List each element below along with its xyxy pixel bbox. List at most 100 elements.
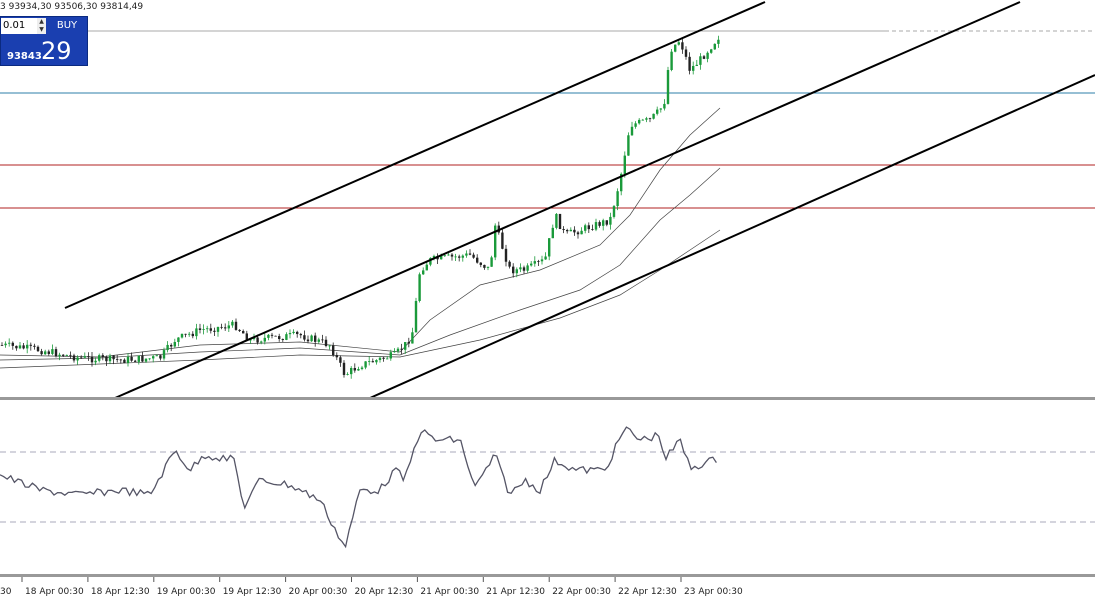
lot-spinner[interactable]: ▲ ▼ (37, 18, 46, 34)
candle-body (674, 44, 677, 52)
candle-body (378, 357, 382, 361)
candle-body (0, 345, 4, 346)
candle-body (177, 337, 180, 342)
candle-body (609, 216, 612, 225)
candle-body (324, 339, 328, 346)
candle-body (303, 335, 306, 340)
candle-body (263, 337, 266, 342)
candle-body (382, 357, 385, 359)
candle-body (314, 335, 317, 342)
candle-body (400, 348, 403, 350)
channel-line (369, 74, 1095, 399)
candle-body (90, 356, 94, 363)
candle-body (634, 123, 637, 127)
candle-body (148, 358, 151, 360)
candle-body (267, 334, 270, 338)
candle-body (72, 355, 76, 361)
x-tick-label: 21 Apr 00:30 (420, 587, 479, 597)
candle-body (598, 222, 601, 226)
candle-body (119, 359, 122, 361)
candle-body (666, 70, 670, 104)
candle-body (51, 349, 54, 354)
candle-body (695, 64, 698, 66)
candle-body (195, 328, 198, 337)
candle-body (555, 213, 558, 228)
candle-body (306, 339, 310, 342)
candle-body (656, 109, 659, 114)
candle-body (368, 361, 371, 362)
candle-body (627, 135, 630, 156)
candle-body (62, 354, 65, 356)
candle-body (393, 351, 396, 353)
candle-body (717, 39, 720, 44)
candle-body (414, 300, 418, 333)
candle-body (576, 232, 580, 235)
candle-body (562, 228, 565, 231)
candle-body (540, 259, 544, 262)
candle-body (659, 108, 662, 110)
candle-body (699, 56, 702, 65)
candle-body (458, 256, 461, 258)
candle-body (166, 344, 169, 351)
candle-body (602, 220, 605, 226)
candle-body (425, 264, 428, 271)
candle-body (188, 333, 191, 335)
separator (0, 574, 1095, 577)
moving-average (0, 107, 721, 358)
candle-body (573, 229, 576, 233)
candle-body (65, 354, 68, 356)
candle-body (274, 335, 277, 337)
candle-body (501, 232, 504, 249)
candle-body (476, 257, 479, 263)
candle-body (288, 333, 292, 335)
candle-body (645, 118, 648, 120)
candle-body (202, 329, 205, 330)
candle-body (663, 103, 666, 109)
candle-body (407, 342, 410, 344)
candle-body (69, 354, 72, 356)
candle-body (371, 361, 374, 363)
candle-body (648, 118, 652, 120)
price-main: 93843 (7, 51, 42, 62)
candle-body (490, 257, 493, 267)
candle-body (710, 49, 713, 53)
x-tick-label: 23 Apr 00:30 (684, 587, 743, 597)
candle-body (558, 213, 562, 229)
x-tick-label: 18 Apr 00:30 (25, 587, 84, 597)
rsi-line (0, 426, 717, 549)
candle-body (670, 51, 673, 71)
lot-input[interactable]: 0.01 (1, 18, 37, 34)
candle-body (180, 333, 184, 338)
candle-body (216, 326, 220, 332)
candle-body (544, 256, 547, 260)
candle-body (706, 52, 709, 59)
candle-body (285, 334, 288, 340)
candle-body (231, 321, 234, 326)
candle-body (101, 355, 104, 357)
candle-body (468, 253, 472, 255)
buy-button[interactable]: BUY (56, 20, 78, 31)
x-tick-label: 19 Apr 12:30 (223, 587, 282, 597)
x-tick-label: 18 Apr 12:30 (91, 587, 150, 597)
candle-body (677, 42, 680, 45)
candle-body (260, 341, 263, 343)
candle-body (105, 356, 108, 362)
candle-body (342, 362, 346, 375)
candle-body (443, 255, 446, 257)
candle-body (494, 225, 497, 258)
candle-body (623, 155, 626, 174)
candle-body (450, 254, 454, 257)
candle-body (389, 352, 392, 359)
candle-body (29, 344, 32, 346)
candle-body (461, 255, 464, 258)
candle-body (512, 266, 515, 274)
candle-body (353, 367, 356, 371)
candle-body (40, 351, 43, 355)
candle-body (350, 367, 353, 375)
candle-body (429, 257, 432, 265)
candle-body (213, 330, 216, 332)
candle-body (54, 349, 58, 357)
candle-body (108, 355, 112, 362)
candle-body (112, 355, 115, 360)
